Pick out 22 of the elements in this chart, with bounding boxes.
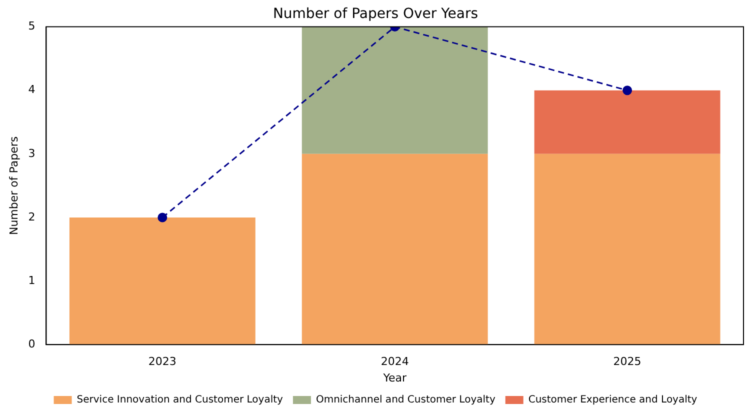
y-axis-title: Number of Papers [7,136,20,236]
y-tick-label: 3 [28,146,36,160]
point [622,86,632,96]
legend-label: Customer Experience and Loyalty [528,394,698,406]
bar [302,26,488,154]
bar [534,154,720,345]
y-tick-label: 1 [28,274,36,287]
bar [534,90,720,154]
y-tick-label: 5 [28,20,36,33]
x-tick-label: 2023 [148,355,176,368]
bar [302,154,488,345]
x-axis-title: Year [382,371,407,384]
chart-title: Number of Papers Over Years [272,6,478,22]
y-tick-label: 2 [28,210,36,224]
y-tick-label: 4 [28,83,36,96]
legend-label: Omnichannel and Customer Loyalty [316,394,496,406]
bar [69,217,256,345]
legend-label: Service Innovation and Customer Loyalty [76,394,284,406]
y-tick-label: 0 [28,337,36,350]
point [158,212,168,222]
x-tick-label: 2025 [613,355,642,368]
x-tick-label: 2024 [380,355,409,368]
